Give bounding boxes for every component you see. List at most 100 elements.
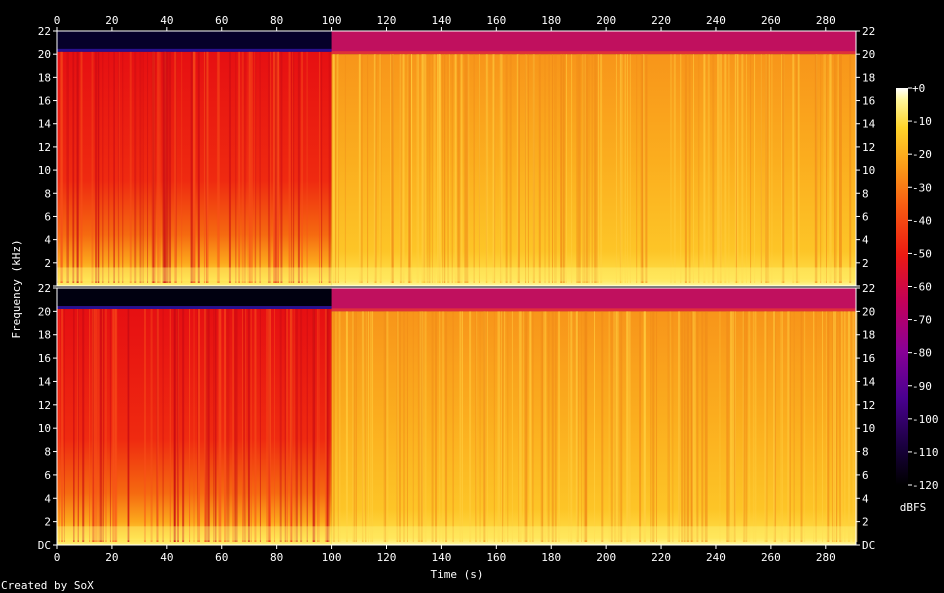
texture-streak [259,51,261,284]
texture-streak [367,54,369,283]
x-tick-label: 80 [270,14,283,27]
texture-streak [284,309,286,542]
texture-streak [719,311,721,542]
texture-streak [163,51,166,284]
texture-streak [91,309,93,542]
texture-streak [545,311,547,542]
texture-streak [788,311,791,542]
texture-streak [735,54,737,283]
texture-streak [249,51,252,284]
texture-streak [618,311,620,542]
y-tick-label: 18 [38,329,51,342]
texture-streak [234,309,237,542]
texture-streak [204,309,206,542]
x-tick-label: 20 [105,551,118,564]
texture-streak [520,311,523,542]
cutoff-edge [57,306,332,310]
texture-streak [156,51,159,284]
colorbar [896,88,908,485]
x-tick-label: 220 [651,551,671,564]
cutoff-edge [331,308,856,312]
texture-streak [165,51,168,284]
texture-streak [407,54,409,283]
texture-streak [228,309,230,542]
texture-streak [99,309,102,542]
texture-streak [295,309,298,542]
texture-streak [581,311,583,542]
texture-streak [241,51,244,284]
texture-streak [517,54,520,283]
low-frequency-band [57,526,856,541]
y-tick-label: 16 [862,95,875,108]
texture-streak [552,54,554,283]
x-tick-label: 160 [486,14,506,27]
texture-streak [730,311,733,542]
texture-streak [568,311,570,542]
segment-below-cutoff [331,311,856,545]
texture-streak [485,54,487,283]
texture-streak [504,311,506,542]
x-tick-label: 260 [761,551,781,564]
y-tick-label: 20 [862,305,875,318]
texture-streak [782,54,785,283]
texture-streak [773,311,776,542]
texture-streak [833,54,835,283]
texture-streak [206,51,209,284]
texture-streak [143,309,146,542]
texture-streak [372,311,374,542]
colorbar-tick-label: -80 [912,347,932,360]
texture-streak [518,311,520,542]
texture-streak [59,51,62,284]
texture-streak [532,311,534,542]
texture-streak [461,311,463,542]
texture-streak [198,309,201,542]
texture-streak [402,54,405,283]
texture-streak [591,54,593,283]
texture-streak [158,51,161,284]
texture-streak [312,309,315,542]
texture-streak [268,309,271,542]
texture-streak [690,311,693,542]
texture-streak [833,54,836,283]
segment-below-cutoff [57,309,332,545]
texture-streak [267,51,270,284]
texture-streak [768,54,770,283]
x-tick-label: 80 [270,551,283,564]
texture-streak [847,311,850,542]
y-tick-label: 12 [38,141,51,154]
texture-streak [839,311,842,542]
texture-streak [483,311,486,542]
texture-streak [736,54,739,283]
texture-streak [250,309,252,542]
y-tick-label: 22 [862,282,875,295]
texture-streak [421,54,424,283]
texture-streak [274,51,276,284]
texture-streak [328,51,331,284]
texture-streak [766,54,768,283]
texture-streak [555,54,557,283]
texture-streak [551,54,553,283]
texture-streak [771,54,773,283]
texture-streak [296,309,298,542]
texture-streak [433,54,436,283]
texture-streak [494,54,496,283]
texture-streak [692,54,694,283]
cutoff-edge [57,48,332,52]
texture-streak [754,54,756,283]
segment-above-cutoff [57,288,332,310]
texture-streak [532,54,535,283]
texture-streak [270,51,272,284]
y-tick-label: 20 [862,48,875,61]
texture-streak [745,54,747,283]
texture-streak [547,311,550,542]
texture-streak [127,309,129,542]
segment-below-cutoff [331,54,856,286]
texture-streak [575,311,578,542]
texture-streak [814,54,817,283]
texture-streak [368,311,370,542]
texture-streak [291,51,293,284]
texture-streak [236,309,238,542]
texture-streak [447,54,449,283]
texture-streak [585,311,588,542]
texture-streak [98,51,100,284]
